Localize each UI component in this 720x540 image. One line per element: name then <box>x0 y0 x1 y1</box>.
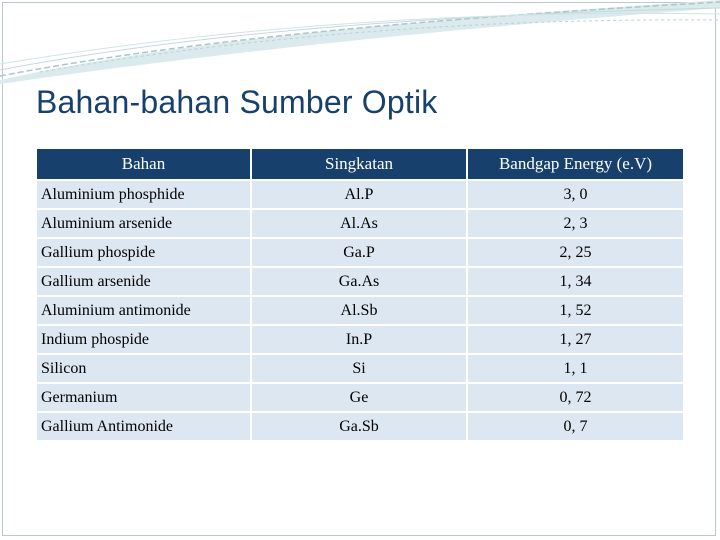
cell-bandgap: 1, 27 <box>467 325 683 355</box>
decorative-swoosh <box>0 0 720 84</box>
table-row: Gallium phospide Ga.P 2, 25 <box>37 238 683 268</box>
cell-abbreviation: Al.P <box>251 180 468 210</box>
table-row: Silicon Si 1, 1 <box>37 354 683 384</box>
cell-abbreviation: Ga.P <box>251 238 468 268</box>
cell-bandgap: 3, 0 <box>467 180 683 210</box>
cell-bandgap: 0, 7 <box>467 412 683 442</box>
header-bahan: Bahan <box>37 149 252 181</box>
header-singkatan: Singkatan <box>251 149 468 181</box>
cell-bandgap: 1, 1 <box>467 354 683 384</box>
table-row: Aluminium antimonide Al.Sb 1, 52 <box>37 296 683 326</box>
cell-material: Gallium phospide <box>37 238 252 268</box>
cell-material: Indium phospide <box>37 325 252 355</box>
materials-table: Bahan Singkatan Bandgap Energy (e.V) Alu… <box>37 149 683 442</box>
cell-abbreviation: Si <box>251 354 468 384</box>
cell-abbreviation: In.P <box>251 325 468 355</box>
cell-abbreviation: Ga.As <box>251 267 468 297</box>
header-bandgap: Bandgap Energy (e.V) <box>467 149 683 181</box>
table-row: Gallium arsenide Ga.As 1, 34 <box>37 267 683 297</box>
cell-bandgap: 0, 72 <box>467 383 683 413</box>
table-row: Aluminium arsenide Al.As 2, 3 <box>37 209 683 239</box>
cell-bandgap: 2, 25 <box>467 238 683 268</box>
table-row: Indium phospide In.P 1, 27 <box>37 325 683 355</box>
cell-material: Gallium arsenide <box>37 267 252 297</box>
cell-bandgap: 1, 52 <box>467 296 683 326</box>
slide-title: Bahan-bahan Sumber Optik <box>36 84 438 120</box>
cell-material: Gallium Antimonide <box>37 412 252 442</box>
cell-abbreviation: Al.Sb <box>251 296 468 326</box>
cell-material: Silicon <box>37 354 252 384</box>
table-row: Gallium Antimonide Ga.Sb 0, 7 <box>37 412 683 442</box>
table-header-row: Bahan Singkatan Bandgap Energy (e.V) <box>37 149 683 181</box>
cell-material: Aluminium arsenide <box>37 209 252 239</box>
cell-abbreviation: Al.As <box>251 209 468 239</box>
cell-material: Germanium <box>37 383 252 413</box>
cell-abbreviation: Ga.Sb <box>251 412 468 442</box>
cell-material: Aluminium antimonide <box>37 296 252 326</box>
cell-material: Aluminium phosphide <box>37 180 252 210</box>
table-row: Germanium Ge 0, 72 <box>37 383 683 413</box>
cell-bandgap: 2, 3 <box>467 209 683 239</box>
table-row: Aluminium phosphide Al.P 3, 0 <box>37 180 683 210</box>
cell-abbreviation: Ge <box>251 383 468 413</box>
cell-bandgap: 1, 34 <box>467 267 683 297</box>
